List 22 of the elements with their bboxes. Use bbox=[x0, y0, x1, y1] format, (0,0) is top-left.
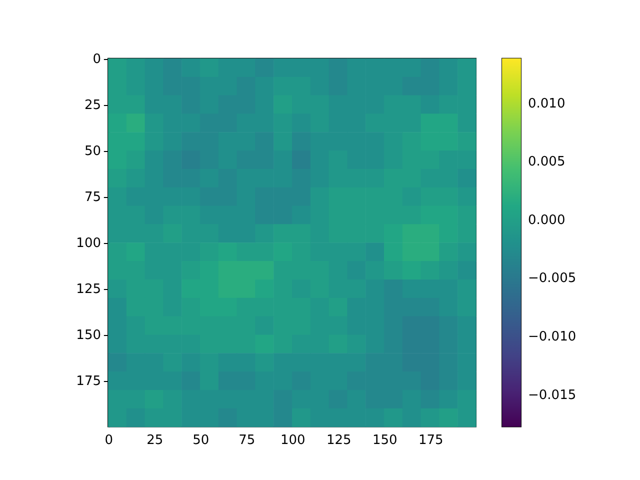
color-bar-label: 0.010 bbox=[528, 96, 566, 112]
x-tick-label: 100 bbox=[280, 432, 306, 448]
y-tick-label: 25 bbox=[84, 98, 101, 113]
y-tick-label: 175 bbox=[76, 374, 101, 390]
x-tick-label: 175 bbox=[418, 432, 444, 448]
color-bar-label: 0.005 bbox=[528, 154, 566, 170]
x-tick-label: 150 bbox=[372, 432, 398, 448]
y-tick-label: 150 bbox=[76, 328, 101, 344]
x-tick-label: 50 bbox=[192, 432, 210, 448]
color-bar-label: −0.010 bbox=[528, 330, 576, 345]
x-tick-label: 25 bbox=[146, 432, 164, 448]
y-tick-label: 0 bbox=[92, 52, 101, 67]
color-bar-label: 0.000 bbox=[528, 212, 566, 228]
x-tick-label: 75 bbox=[238, 432, 256, 448]
x-tick-label: 0 bbox=[104, 432, 114, 448]
y-tick-label: 125 bbox=[76, 282, 101, 298]
y-tick-label: 100 bbox=[76, 236, 101, 252]
color-bar-label: −0.005 bbox=[528, 271, 576, 286]
x-tick-label: 125 bbox=[326, 432, 352, 448]
y-tick-label: 75 bbox=[84, 190, 101, 205]
color-bar-label: −0.015 bbox=[528, 388, 576, 403]
y-tick-label: 50 bbox=[84, 144, 101, 159]
